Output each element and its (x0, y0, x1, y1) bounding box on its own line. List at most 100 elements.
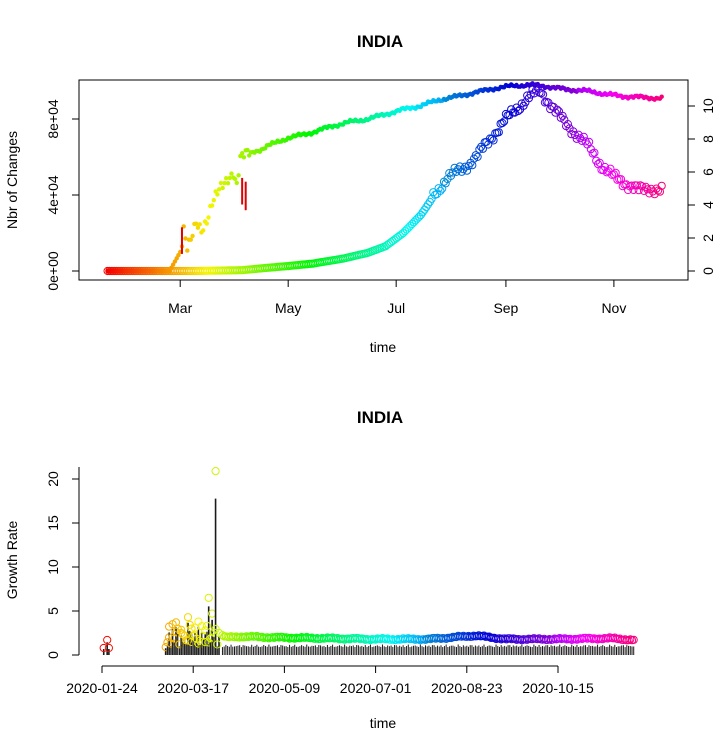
top-filled-dot-point (247, 153, 252, 158)
top-filled-dot-point (195, 225, 201, 230)
top-y-right-axis: 0 2 4 6 8 10 (687, 98, 716, 275)
top-open-circle-point (563, 120, 573, 129)
top-open-circle-point (450, 163, 459, 172)
bottom-open-circle-point (211, 624, 220, 634)
top-filled-dot-point (240, 151, 245, 156)
top-y-right-tick-label: 6 (700, 168, 716, 176)
top-y-left-axis: 0e+00 4e+04 8e+04 (45, 99, 80, 291)
bottom-x-label: time (370, 715, 397, 731)
top-filled-dot-point (232, 176, 238, 182)
bottom-open-circle-point (171, 618, 181, 627)
bottom-open-circle-point (104, 643, 114, 653)
top-open-circle-point (434, 184, 443, 193)
top-filled-dot-point (222, 180, 227, 186)
top-open-circle-point (579, 132, 588, 141)
top-filled-dot-point (170, 262, 176, 267)
top-filled-dot-point (236, 173, 241, 178)
top-x-tick-label: Jul (387, 300, 405, 316)
top-open-circle-point (585, 137, 594, 146)
top-y-right-tick-label: 2 (700, 234, 716, 242)
top-open-circle-point (473, 152, 482, 161)
top-filled-dot-point (229, 171, 234, 176)
top-filled-dot-point (201, 228, 206, 233)
top-open-circle-point (494, 128, 503, 137)
top-open-circle-point (471, 151, 480, 160)
top-open-circle-point (526, 90, 535, 99)
bottom-open-circle-point (187, 624, 196, 633)
bottom-x-tick-label: 2020-10-15 (522, 680, 594, 696)
top-x-axis: Mar May Jul Sep Nov (168, 279, 626, 316)
top-filled-dot-point (176, 253, 181, 258)
top-y-right-tick-label: 8 (700, 135, 716, 143)
top-filled-dot-point (183, 236, 188, 241)
top-y-tick-label: 4e+04 (45, 175, 61, 215)
top-filled-dot-point (245, 147, 250, 153)
top-filled-dot-point (193, 221, 199, 226)
bottom-y-axis: 0 5 10 15 20 (45, 471, 79, 659)
top-open-circle-point (636, 181, 645, 190)
bottom-plot-area (99, 467, 638, 655)
top-open-circle-point (558, 111, 567, 120)
top-open-circle-point (553, 105, 562, 114)
top-filled-dot-point (241, 155, 247, 160)
top-filled-dot-point (190, 233, 195, 239)
top-filled-dot-point (227, 175, 232, 181)
top-open-circle-point (441, 179, 450, 188)
top-filled-dot-point (206, 215, 211, 220)
top-y-label: Nbr of Changes (4, 131, 20, 229)
bottom-open-circle-point (103, 635, 112, 645)
bottom-x-tick-label: 2020-05-09 (249, 680, 321, 696)
top-open-circle-point (475, 145, 484, 154)
top-filled-dot-point (218, 180, 224, 186)
top-open-circle-point (539, 90, 548, 99)
top-open-circle-point (655, 187, 665, 196)
bottom-open-circle-point (208, 609, 217, 618)
top-filled-dot-point (204, 221, 209, 226)
top-open-circle-point (517, 99, 526, 108)
bottom-y-tick-label: 20 (45, 471, 61, 487)
top-open-circle-point (423, 200, 433, 209)
top-filled-dot-point (659, 94, 664, 99)
bottom-open-circle-point (183, 613, 193, 622)
top-filled-dot-point (211, 198, 216, 203)
bottom-y-tick-label: 0 (45, 651, 61, 659)
top-panel: INDIA Mar May Jul Sep Nov 0e+00 4e+04 8e+04 0 2… (4, 32, 716, 355)
bottom-open-circle-point (202, 621, 212, 631)
top-filled-dot-point (234, 180, 239, 186)
top-open-circle-point (641, 182, 650, 191)
top-open-circle-point (593, 160, 603, 169)
bottom-open-circle-point (204, 593, 213, 602)
bottom-x-tick-label: 2020-03-17 (157, 680, 229, 696)
bottom-x-tick-label: 2020-08-23 (431, 680, 503, 696)
top-open-circle-point (627, 181, 636, 190)
top-open-circle-point (498, 118, 507, 128)
top-filled-dot-point (172, 259, 178, 264)
bottom-open-circle-point (197, 622, 206, 631)
top-open-circle-point (643, 185, 652, 194)
top-open-circle-point (462, 166, 472, 175)
bottom-open-circle-point (163, 638, 172, 647)
bottom-open-circle-point (183, 636, 193, 645)
bottom-y-label: Growth Rate (4, 520, 20, 599)
top-open-circle-point (657, 181, 666, 190)
top-x-tick-label: Nov (601, 300, 626, 316)
top-y-tick-label: 8e+04 (45, 99, 61, 139)
bottom-open-circle-point (626, 635, 635, 644)
bottom-chart-title: INDIA (357, 408, 403, 427)
bottom-open-circle-point (629, 635, 638, 644)
top-filled-dot-point (209, 203, 215, 208)
top-y-right-tick-label: 4 (700, 201, 716, 209)
top-open-circle-point (590, 148, 599, 157)
top-filled-dot-point (185, 248, 190, 253)
top-filled-dot-point (220, 185, 225, 191)
top-filled-dot-point (224, 176, 229, 181)
top-filled-dot-point (197, 222, 202, 227)
top-chart-title: INDIA (357, 32, 403, 51)
top-open-circle-point (514, 106, 523, 116)
top-filled-dot-point (215, 192, 220, 197)
top-filled-dot-point (188, 237, 193, 242)
top-x-tick-label: Mar (168, 300, 192, 316)
top-open-circle-point (632, 181, 642, 190)
